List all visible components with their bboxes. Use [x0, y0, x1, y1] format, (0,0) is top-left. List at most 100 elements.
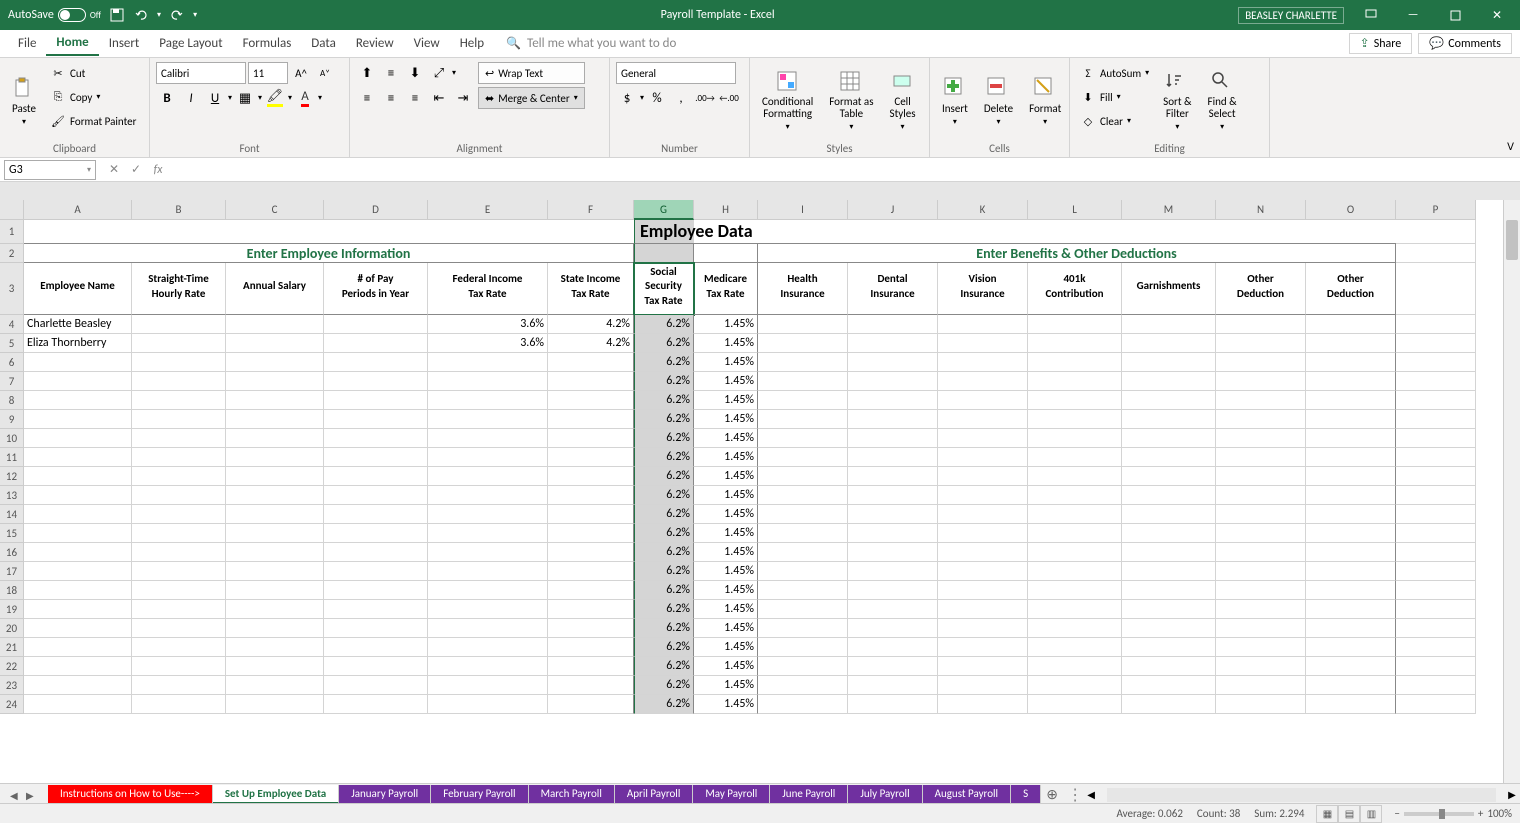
cell[interactable] — [1122, 486, 1216, 505]
cell[interactable] — [548, 372, 634, 391]
cell[interactable] — [1306, 448, 1396, 467]
col-header-D[interactable]: D — [324, 200, 428, 220]
sheet-tab[interactable]: S — [1011, 785, 1041, 804]
cell[interactable] — [848, 695, 938, 714]
cell[interactable] — [1396, 562, 1476, 581]
col-header-B[interactable]: B — [132, 200, 226, 220]
cell[interactable]: 1.45% — [694, 486, 758, 505]
cell[interactable] — [848, 410, 938, 429]
cell[interactable] — [1306, 619, 1396, 638]
cell[interactable] — [848, 334, 938, 353]
save-icon[interactable] — [109, 7, 125, 23]
cell[interactable] — [132, 220, 226, 244]
cell[interactable] — [1028, 676, 1122, 695]
cell[interactable] — [848, 657, 938, 676]
autosum-button[interactable]: ΣAutoSum▾ — [1076, 62, 1153, 84]
cell[interactable] — [848, 543, 938, 562]
cell[interactable] — [226, 524, 324, 543]
cell[interactable] — [848, 353, 938, 372]
comma-icon[interactable]: , — [670, 87, 692, 109]
cell[interactable]: 1.45% — [694, 372, 758, 391]
cell[interactable] — [758, 638, 848, 657]
comments-button[interactable]: 💬Comments — [1418, 33, 1512, 54]
align-middle-icon[interactable]: ≡ — [380, 62, 402, 84]
cell[interactable]: Employee Name — [24, 263, 132, 315]
cell[interactable] — [1396, 263, 1476, 315]
menu-review[interactable]: Review — [346, 32, 404, 55]
cell[interactable] — [548, 676, 634, 695]
cancel-formula-icon[interactable]: ✕ — [104, 160, 124, 180]
cell[interactable] — [132, 581, 226, 600]
cell[interactable] — [1122, 391, 1216, 410]
delete-cells-button[interactable]: Delete▾ — [978, 62, 1019, 140]
cell[interactable] — [132, 486, 226, 505]
col-header-C[interactable]: C — [226, 200, 324, 220]
cell[interactable] — [132, 410, 226, 429]
cell[interactable] — [1122, 220, 1216, 244]
cell[interactable] — [1306, 353, 1396, 372]
cell[interactable] — [1396, 467, 1476, 486]
cell[interactable] — [1396, 543, 1476, 562]
cell[interactable] — [24, 581, 132, 600]
page-layout-view-icon[interactable]: ▤ — [1338, 805, 1360, 823]
row-header-6[interactable]: 6 — [0, 353, 24, 372]
cell[interactable] — [548, 619, 634, 638]
minimize-icon[interactable]: — — [1398, 0, 1428, 30]
cell[interactable] — [24, 467, 132, 486]
cell[interactable]: 6.2% — [634, 505, 694, 524]
cell[interactable] — [428, 638, 548, 657]
cell[interactable] — [1028, 334, 1122, 353]
cell[interactable] — [758, 581, 848, 600]
row-header-22[interactable]: 22 — [0, 657, 24, 676]
cell[interactable] — [1028, 220, 1122, 244]
cell[interactable] — [226, 562, 324, 581]
cell[interactable] — [848, 638, 938, 657]
cell[interactable] — [132, 448, 226, 467]
cell[interactable] — [1396, 486, 1476, 505]
cell[interactable] — [938, 505, 1028, 524]
cell[interactable] — [1396, 410, 1476, 429]
cell[interactable] — [938, 448, 1028, 467]
collapse-ribbon-icon[interactable]: ᐯ — [1507, 140, 1514, 153]
conditional-formatting-button[interactable]: Conditional Formatting▾ — [756, 62, 819, 140]
cell[interactable] — [1216, 543, 1306, 562]
col-header-E[interactable]: E — [428, 200, 548, 220]
cell[interactable] — [24, 220, 132, 244]
cell[interactable] — [938, 372, 1028, 391]
cell[interactable] — [1216, 505, 1306, 524]
menu-insert[interactable]: Insert — [99, 32, 150, 55]
cell[interactable]: 4.2% — [548, 334, 634, 353]
cell[interactable] — [548, 486, 634, 505]
cell[interactable]: Eliza Thornberry — [24, 334, 132, 353]
cell[interactable] — [758, 676, 848, 695]
cell[interactable] — [848, 448, 938, 467]
cell[interactable] — [132, 372, 226, 391]
cell[interactable] — [1028, 619, 1122, 638]
sheet-tab[interactable]: February Payroll — [431, 785, 528, 804]
cell[interactable]: 1.45% — [694, 581, 758, 600]
cell[interactable] — [1028, 429, 1122, 448]
cell[interactable] — [1122, 315, 1216, 334]
indent-inc-icon[interactable]: ⇥ — [452, 87, 474, 109]
cell[interactable] — [1122, 524, 1216, 543]
cell[interactable] — [1306, 524, 1396, 543]
cell[interactable] — [1122, 372, 1216, 391]
enter-formula-icon[interactable]: ✓ — [126, 160, 146, 180]
wrap-text-button[interactable]: ↩Wrap Text — [478, 62, 585, 84]
cell[interactable] — [548, 505, 634, 524]
cell[interactable] — [1122, 600, 1216, 619]
underline-button[interactable]: U — [204, 87, 226, 109]
cell[interactable] — [428, 657, 548, 676]
cell[interactable] — [1028, 543, 1122, 562]
cell[interactable]: 6.2% — [634, 334, 694, 353]
cell[interactable] — [548, 467, 634, 486]
cell[interactable]: 1.45% — [694, 543, 758, 562]
cell[interactable] — [1396, 372, 1476, 391]
cell[interactable] — [1216, 600, 1306, 619]
zoom-in-icon[interactable]: + — [1478, 807, 1483, 820]
cell[interactable] — [324, 543, 428, 562]
cell[interactable] — [848, 524, 938, 543]
cell[interactable] — [1396, 581, 1476, 600]
align-left-icon[interactable]: ≡ — [356, 87, 378, 109]
row-header-4[interactable]: 4 — [0, 315, 24, 334]
